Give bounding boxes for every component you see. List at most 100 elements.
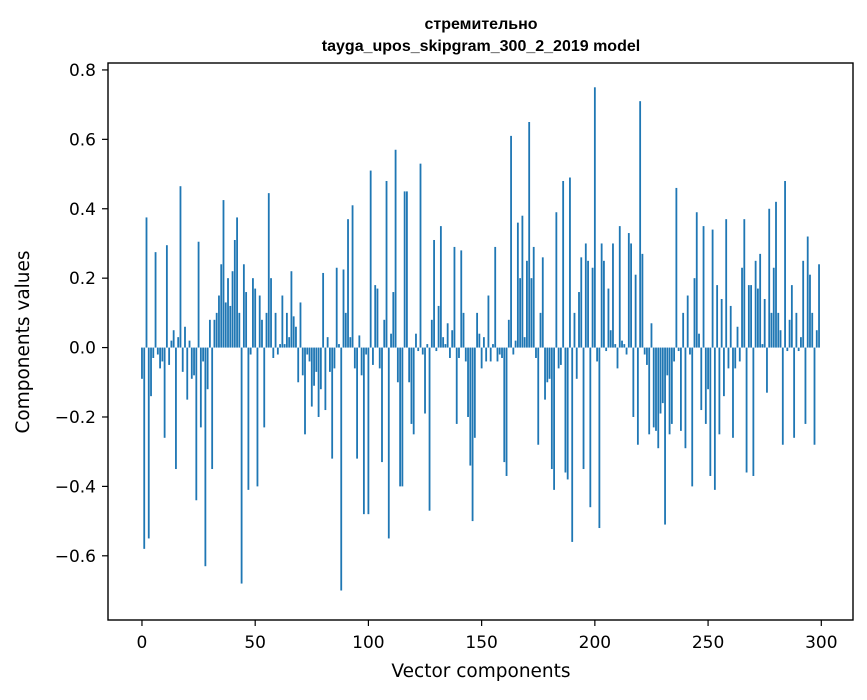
bar-161 — [505, 347, 508, 476]
bar-231 — [664, 347, 666, 525]
bar-209 — [614, 344, 617, 348]
bar-138 — [453, 246, 456, 348]
bar-24 — [195, 347, 198, 501]
bar-11 — [165, 245, 168, 348]
bar-223 — [646, 347, 648, 365]
bar-176 — [539, 312, 542, 348]
bar-16 — [177, 337, 180, 348]
bar-9 — [161, 347, 164, 362]
bar-256 — [720, 298, 723, 348]
bar-39 — [229, 305, 232, 348]
bar-140 — [458, 347, 460, 358]
bar-120 — [412, 347, 415, 435]
y-tick-label: −0.4 — [55, 477, 96, 497]
bar-164 — [512, 347, 515, 355]
bar-109 — [387, 347, 390, 539]
bar-151 — [482, 337, 485, 348]
bar-203 — [600, 243, 603, 348]
bar-252 — [711, 229, 714, 348]
bar-270 — [752, 347, 755, 476]
bar-99 — [365, 347, 368, 355]
bar-178 — [544, 347, 546, 400]
bar-71 — [301, 347, 304, 376]
bar-22 — [190, 347, 193, 379]
bar-192 — [575, 347, 578, 379]
bar-166 — [516, 222, 519, 348]
bar-124 — [421, 347, 424, 355]
bar-212 — [621, 340, 623, 348]
bar-159 — [501, 347, 503, 358]
bar-217 — [632, 347, 635, 417]
bar-173 — [532, 246, 535, 348]
y-tick-label: 0.8 — [69, 61, 96, 81]
bar-143 — [464, 347, 467, 362]
bar-265 — [741, 267, 743, 348]
bar-33 — [215, 312, 218, 348]
bar-236 — [675, 187, 678, 348]
bar-107 — [383, 319, 386, 348]
bar-233 — [668, 347, 671, 435]
bar-112 — [394, 149, 397, 348]
bar-266 — [743, 219, 746, 348]
y-tick-label: 0.6 — [69, 130, 96, 150]
bar-121 — [415, 333, 417, 348]
bar-208 — [612, 243, 614, 348]
bar-5 — [152, 347, 155, 358]
bar-148 — [476, 312, 479, 348]
bar-49 — [252, 278, 254, 348]
bar-293 — [804, 347, 807, 424]
bar-13 — [170, 340, 173, 348]
bar-114 — [399, 347, 402, 487]
bar-132 — [439, 226, 442, 348]
bar-249 — [704, 347, 707, 424]
bar-260 — [729, 305, 732, 348]
bar-136 — [449, 347, 451, 358]
y-tick-label: −0.2 — [55, 408, 96, 428]
bar-288 — [793, 347, 796, 438]
bar-170 — [526, 260, 528, 348]
bar-43 — [238, 312, 241, 348]
bar-297 — [813, 347, 816, 445]
bar-139 — [455, 347, 458, 424]
bar-198 — [589, 347, 592, 508]
bar-157 — [496, 347, 499, 362]
bar-44 — [240, 347, 243, 584]
bar-145 — [469, 347, 472, 466]
plot-frame — [107, 62, 854, 621]
bar-264 — [738, 347, 741, 362]
bar-104 — [376, 288, 379, 348]
bar-205 — [605, 347, 608, 352]
bar-54 — [263, 347, 266, 428]
bar-199 — [591, 267, 594, 348]
bar-125 — [424, 347, 426, 414]
bar-113 — [396, 347, 399, 383]
x-tick-label: 0 — [137, 633, 148, 653]
bar-220 — [639, 101, 642, 348]
bar-119 — [410, 347, 413, 424]
bar-184 — [557, 347, 560, 369]
bar-224 — [648, 347, 651, 435]
bar-160 — [503, 347, 506, 463]
bar-48 — [249, 347, 252, 355]
bar-131 — [437, 305, 440, 348]
bar-103 — [374, 285, 377, 348]
bar-183 — [555, 212, 558, 348]
bar-60 — [276, 347, 279, 355]
bar-102 — [372, 347, 374, 365]
bar-218 — [634, 274, 637, 348]
bar-63 — [283, 344, 286, 348]
bar-86 — [335, 267, 338, 348]
bar-153 — [487, 295, 490, 348]
bar-38 — [227, 278, 229, 348]
x-axis-label: Vector components — [391, 661, 570, 682]
bar-263 — [736, 326, 739, 348]
x-tick-label: 200 — [579, 633, 611, 653]
bar-294 — [806, 236, 809, 348]
bar-106 — [381, 347, 383, 463]
bar-77 — [315, 347, 318, 372]
bar-32 — [213, 319, 216, 348]
bar-296 — [811, 312, 814, 348]
bar-128 — [430, 319, 433, 348]
bar-225 — [650, 323, 653, 348]
